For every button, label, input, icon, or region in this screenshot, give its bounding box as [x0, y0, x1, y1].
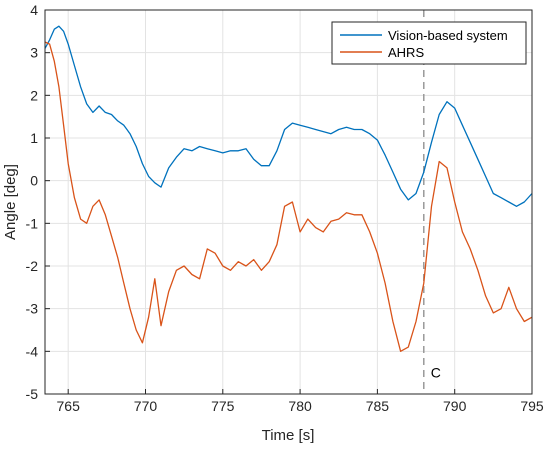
annotation-label: C — [431, 365, 441, 381]
y-tick-label: 2 — [30, 87, 38, 103]
y-tick-label: -1 — [26, 215, 39, 231]
x-tick-label: 785 — [366, 398, 390, 414]
series-line-ahrs — [44, 41, 533, 352]
y-tick-label: 4 — [30, 2, 38, 18]
y-tick-label: 3 — [30, 45, 38, 61]
y-tick-label: -4 — [26, 343, 39, 359]
x-tick-label: 780 — [288, 398, 312, 414]
plot-frame — [44, 9, 533, 395]
plot-area — [45, 10, 532, 394]
tick-layer: 765 770 775 780 785 790 795 -5 -4 -3 -2 -1 0 1 2 3 4 — [26, 2, 544, 414]
x-tick-label: 775 — [211, 398, 235, 414]
y-tick-label: -3 — [26, 301, 39, 317]
x-tick-label: 770 — [134, 398, 158, 414]
x-axis-label: Time [s] — [262, 427, 315, 444]
y-tick-label: -2 — [26, 258, 39, 274]
series-layer — [44, 25, 533, 352]
annotation-layer: C — [423, 10, 441, 394]
y-axis-label: Angle [deg] — [2, 164, 19, 240]
legend: Vision-based system AHRS — [331, 21, 527, 65]
x-tick-label: 795 — [520, 398, 544, 414]
y-tick-label: 0 — [30, 173, 38, 189]
y-tick-label: 1 — [30, 130, 38, 146]
legend-label: AHRS — [388, 45, 424, 60]
x-tick-label: 790 — [443, 398, 467, 414]
series-line-vision — [44, 25, 533, 207]
x-tick-label: 765 — [57, 398, 81, 414]
legend-label: Vision-based system — [388, 28, 508, 43]
y-tick-label: -5 — [26, 386, 39, 402]
legend-box — [331, 21, 527, 65]
